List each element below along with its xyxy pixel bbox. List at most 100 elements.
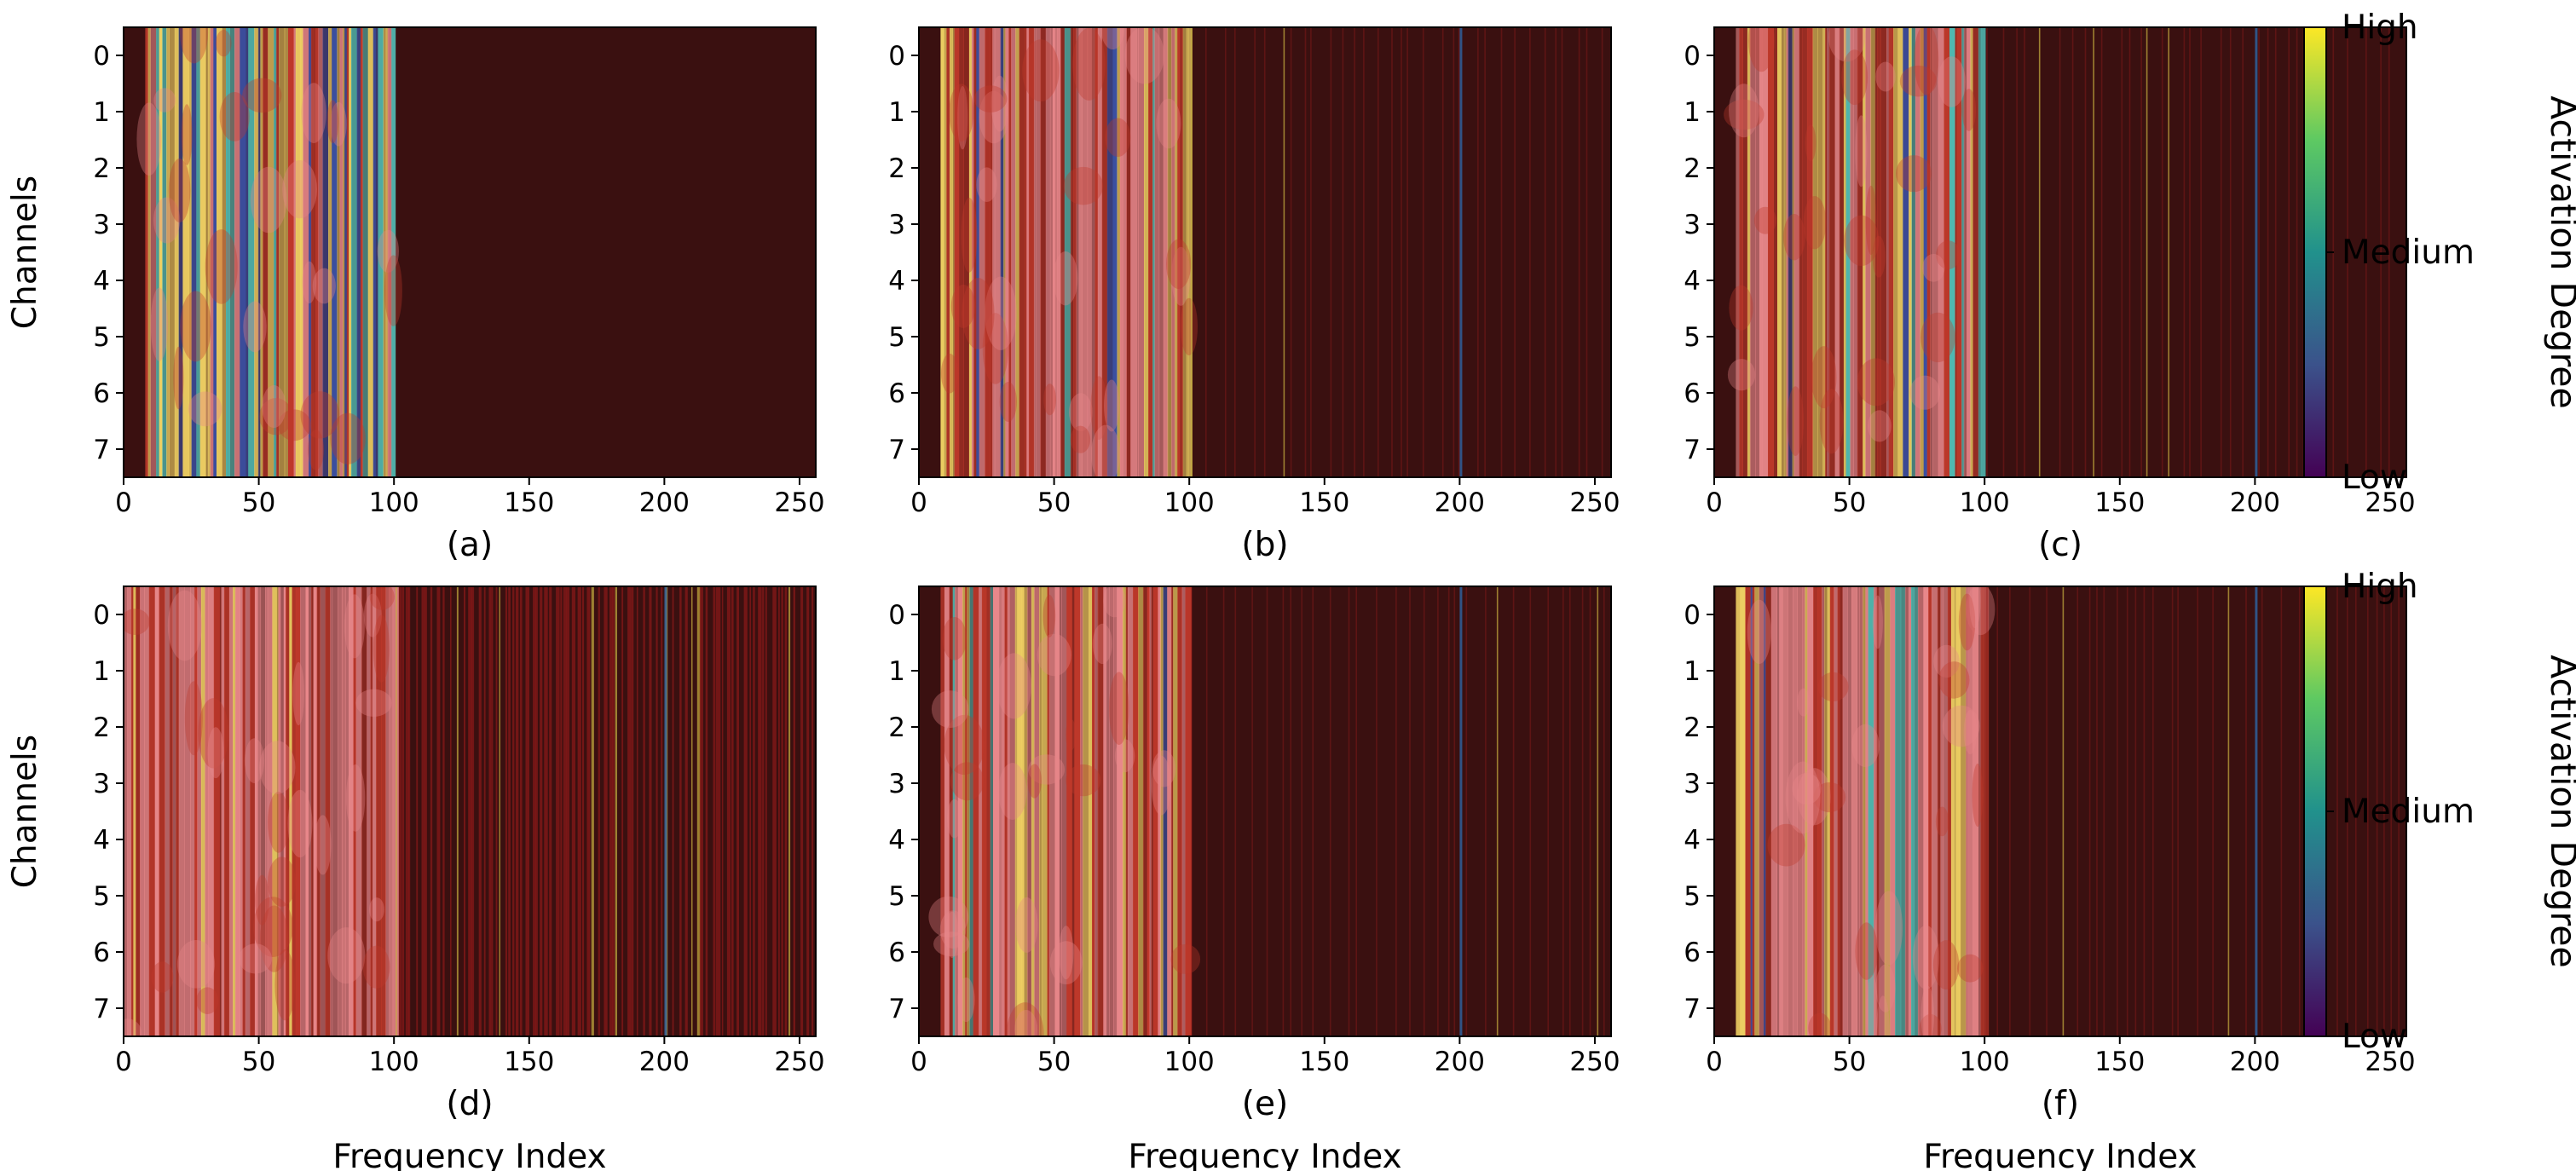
activation-blob	[1729, 285, 1753, 331]
activation-stripe	[1944, 27, 1950, 477]
activation-stripe	[1890, 586, 1896, 1036]
activation-stripe	[1806, 27, 1814, 477]
activation-stripe	[1750, 586, 1753, 1036]
frequency-stripe	[1312, 586, 1314, 1036]
frequency-stripe	[1342, 27, 1344, 477]
activation-blob	[1103, 586, 1126, 618]
activation-blob	[1811, 346, 1837, 409]
x-tick-label: 250	[2365, 487, 2415, 518]
activation-stripe	[1827, 27, 1830, 477]
activation-stripe	[1895, 586, 1902, 1036]
y-tick-label: 3	[93, 210, 110, 240]
activation-blob	[1100, 27, 1125, 49]
activation-stripe	[1167, 586, 1172, 1036]
frequency-stripe	[612, 586, 615, 1036]
activation-stripe	[344, 27, 348, 477]
frequency-stripe	[2376, 586, 2378, 1036]
x-tick-label: 100	[369, 487, 419, 518]
activation-stripe	[375, 27, 378, 477]
activation-blob	[961, 197, 978, 273]
activation-stripe	[1850, 27, 1854, 477]
activation-blob	[1090, 376, 1108, 440]
frequency-stripe	[631, 586, 634, 1036]
frequency-stripe	[1459, 586, 1463, 1036]
activation-blob	[153, 88, 176, 112]
activation-stripe	[1978, 586, 1982, 1036]
y-tick-label: 1	[93, 656, 110, 687]
activation-stripe	[172, 586, 176, 1036]
activation-stripe	[943, 27, 947, 477]
activation-blob	[1899, 65, 1938, 97]
activation-stripe	[955, 586, 959, 1036]
activation-stripe	[191, 27, 197, 477]
y-tick-label: 6	[1684, 378, 1701, 409]
activation-stripe	[1187, 27, 1193, 477]
activation-stripe	[1123, 586, 1127, 1036]
frequency-stripe	[2029, 586, 2031, 1036]
activation-stripe	[316, 586, 321, 1036]
activation-stripe	[355, 586, 362, 1036]
activation-stripe	[1963, 27, 1967, 477]
activation-stripe	[998, 586, 1003, 1036]
activation-stripe	[1829, 586, 1835, 1036]
activation-blob	[124, 609, 150, 635]
activation-stripe	[330, 586, 333, 1036]
heatmap-cells-e	[919, 586, 1611, 1036]
activation-blob	[1072, 27, 1106, 101]
y-tick-label: 4	[1684, 825, 1701, 856]
activation-stripe	[1782, 586, 1788, 1036]
x-tick-label: 250	[774, 487, 824, 518]
activation-stripe	[1824, 586, 1828, 1036]
y-tick-label: 1	[93, 97, 110, 128]
activation-blob	[1151, 755, 1171, 816]
activation-blob	[243, 301, 267, 353]
activation-stripe	[351, 27, 358, 477]
frequency-stripe	[2088, 586, 2091, 1036]
frequency-stripe	[784, 586, 788, 1036]
x-tick-label: 100	[1960, 487, 2010, 518]
activation-stripe	[1113, 586, 1118, 1036]
activation-stripe	[1133, 586, 1139, 1036]
x-tick-label: 250	[2365, 1047, 2415, 1077]
activation-stripe	[378, 27, 384, 477]
activation-stripe	[361, 27, 364, 477]
activation-stripe	[1117, 27, 1121, 477]
activation-stripe	[1048, 586, 1056, 1036]
activation-blob	[167, 590, 202, 661]
activation-stripe	[1138, 27, 1145, 477]
activation-stripe	[370, 586, 373, 1036]
frequency-stripe	[1996, 586, 1998, 1036]
activation-blob	[928, 896, 969, 938]
activation-stripe	[1970, 27, 1973, 477]
activation-blob	[1171, 246, 1191, 306]
activation-blob	[1868, 410, 1892, 442]
activation-blob	[150, 287, 169, 361]
activation-stripe	[1779, 586, 1783, 1036]
activation-blob	[384, 255, 402, 326]
frequency-stripe	[525, 586, 529, 1036]
activation-stripe	[1911, 27, 1916, 477]
activation-blob	[1914, 27, 1939, 95]
frequency-stripe	[488, 586, 492, 1036]
activation-blob	[998, 763, 1027, 820]
frequency-stripe	[2146, 27, 2148, 477]
frequency-stripe	[1406, 27, 1408, 477]
activation-stripe	[383, 27, 387, 477]
x-tick-label: 50	[1037, 487, 1071, 518]
activation-blob	[124, 1018, 142, 1036]
activation-stripe	[1923, 586, 1929, 1036]
activation-blob	[1797, 688, 1811, 717]
x-tick-label: 0	[910, 487, 927, 518]
activation-stripe	[182, 27, 189, 477]
x-tick-label: 150	[504, 487, 554, 518]
x-tick-label: 250	[1569, 487, 1620, 518]
activation-blob	[1066, 764, 1101, 797]
frequency-stripe	[2383, 586, 2385, 1036]
frequency-stripe	[478, 586, 482, 1036]
activation-blob	[330, 101, 347, 147]
activation-stripe	[1163, 586, 1168, 1036]
activation-stripe	[213, 586, 220, 1036]
activation-stripe	[1793, 586, 1798, 1036]
frequency-stripe	[571, 586, 575, 1036]
activation-blob	[1124, 27, 1164, 84]
